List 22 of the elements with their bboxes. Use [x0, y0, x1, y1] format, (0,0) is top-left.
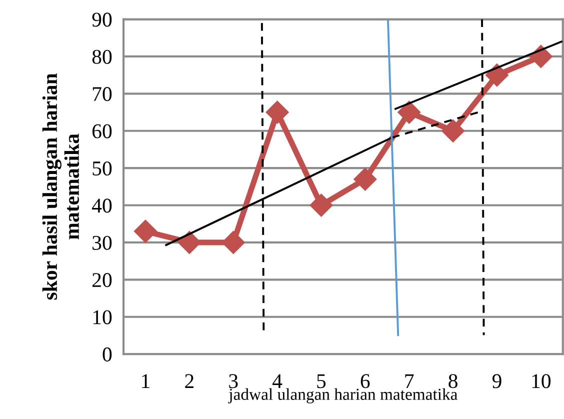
y-tick-label: 30: [92, 236, 112, 250]
x-tick-label: 4: [272, 374, 282, 388]
y-tick-label: 60: [92, 124, 112, 138]
x-tick-label: 2: [185, 374, 194, 388]
y-tick-label: 70: [92, 87, 112, 102]
x-axis-title: jadwal ulangan harian matematika: [228, 388, 458, 404]
y-tick-label: 10: [93, 310, 112, 324]
x-tick-label: 9: [492, 374, 502, 388]
x-tick-label: 10: [532, 374, 551, 388]
y-tick-label: 80: [92, 50, 112, 64]
y-axis-title: skor hasil ulangan harian matematika: [42, 73, 80, 300]
x-tick-label: 5: [317, 374, 326, 388]
y-tick-label: 50: [92, 161, 112, 176]
x-tick-label: 7: [405, 374, 414, 388]
y-tick-label: 20: [92, 273, 112, 288]
x-tick-label: 6: [360, 374, 370, 388]
y-tick-label: 90: [92, 12, 112, 27]
y-tick-label: 0: [102, 347, 112, 362]
y-tick-label: 40: [92, 198, 112, 213]
x-tick-label: 1: [142, 374, 150, 388]
x-tick-label: 3: [229, 374, 238, 388]
x-tick-label: 8: [448, 374, 458, 388]
